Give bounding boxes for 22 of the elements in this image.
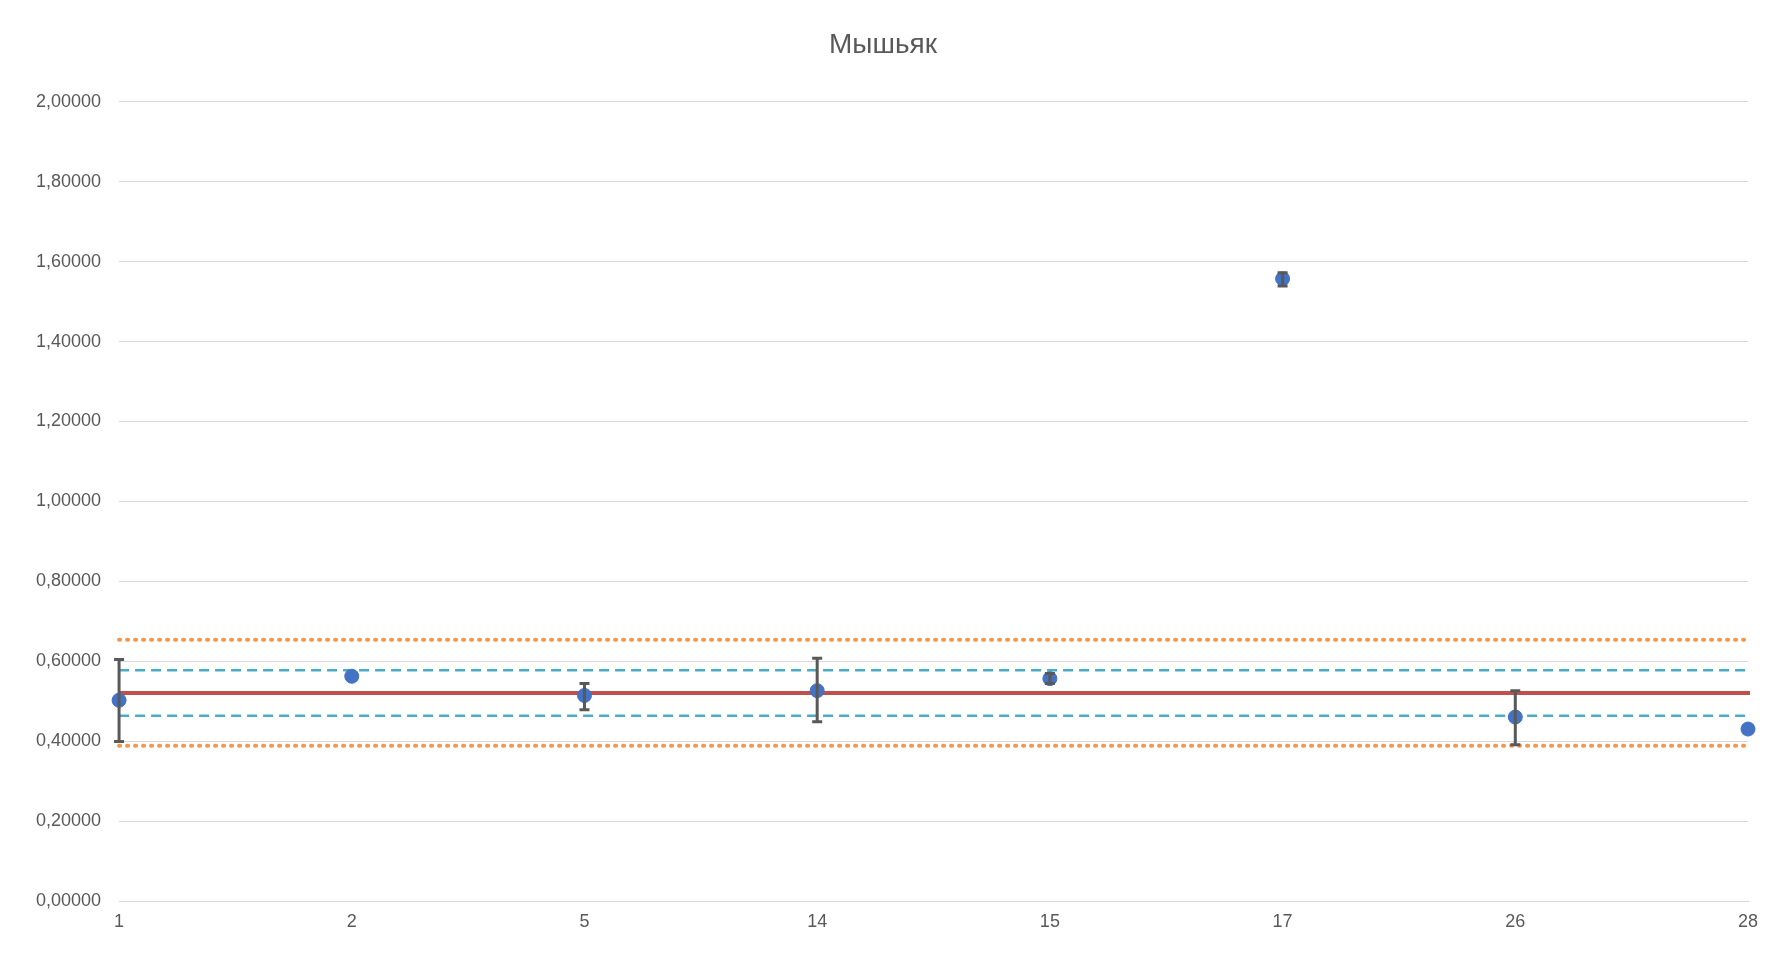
point bbox=[344, 668, 360, 684]
y-tick-label: 0,40000 bbox=[35, 730, 102, 751]
y-tick-label: 0,00000 bbox=[35, 890, 102, 911]
y-tick-label: 0,20000 bbox=[35, 810, 102, 831]
y-tick-label: 0,60000 bbox=[35, 650, 102, 671]
x-tick-label: 5 bbox=[579, 911, 590, 932]
x-tick-label: 26 bbox=[1505, 911, 1526, 932]
y-tick-label: 1,20000 bbox=[35, 410, 102, 431]
y-tick-label: 1,60000 bbox=[35, 250, 102, 271]
chart-title: Мышьяк bbox=[829, 27, 938, 59]
x-tick-label: 28 bbox=[1737, 911, 1759, 932]
y-tick-label: 2,00000 bbox=[35, 90, 102, 111]
x-tick-label: 1 bbox=[114, 911, 125, 932]
y-tick-label: 1,40000 bbox=[35, 330, 102, 351]
x-tick-label: 2 bbox=[346, 911, 357, 932]
y-tick-label: 1,00000 bbox=[35, 490, 102, 511]
point bbox=[1740, 721, 1756, 737]
x-tick-label: 14 bbox=[807, 911, 828, 932]
x-tick-label: 15 bbox=[1039, 911, 1060, 932]
y-tick-label: 0,80000 bbox=[35, 570, 102, 591]
x-tick-label: 17 bbox=[1272, 911, 1293, 932]
y-tick-label: 1,80000 bbox=[35, 170, 102, 191]
